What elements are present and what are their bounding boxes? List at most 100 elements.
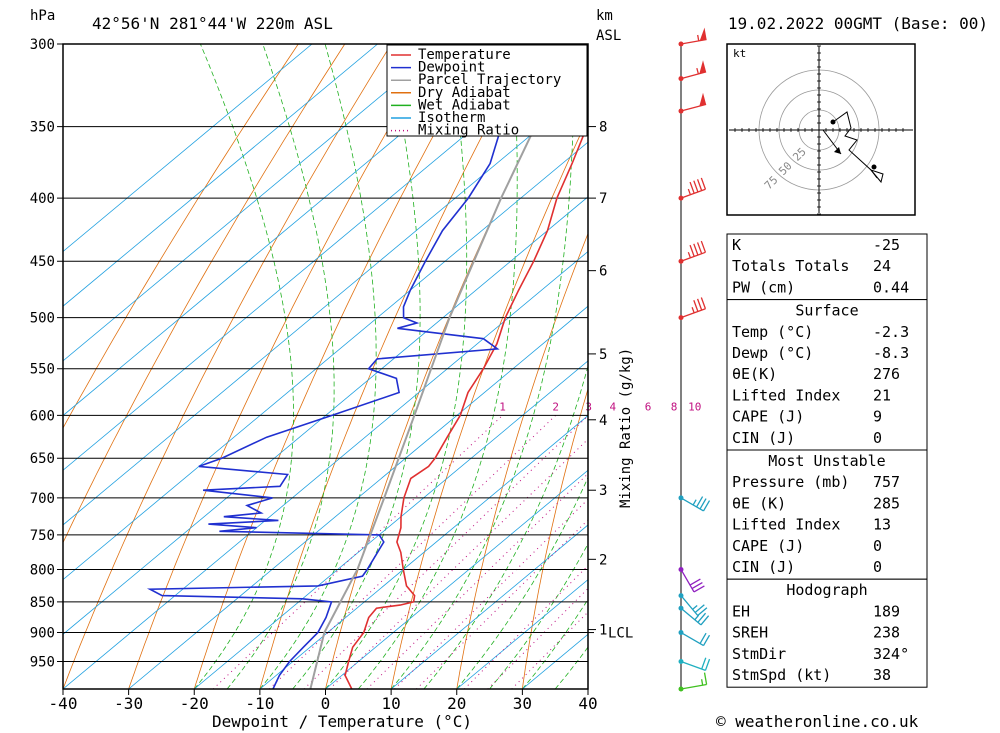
surface-row-label: θE(K) bbox=[732, 365, 777, 383]
mixing-ratio-axis-label: Mixing Ratio (g/kg) bbox=[618, 348, 634, 508]
dry-adiabat bbox=[973, 44, 1000, 689]
wind-barb-full bbox=[694, 604, 705, 613]
most_unstable-row-label: Lifted Index bbox=[732, 516, 840, 534]
pressure-tick-label: 950 bbox=[30, 655, 55, 671]
wind-barb-full bbox=[696, 242, 703, 254]
isotherm-line bbox=[456, 579, 588, 689]
pressure-tick-label: 550 bbox=[30, 362, 55, 378]
hodograph-unit-label: kt bbox=[733, 47, 746, 60]
pressure-tick-label: 300 bbox=[30, 37, 55, 53]
wind-barb-dot bbox=[678, 41, 684, 47]
wind-barb bbox=[678, 27, 707, 47]
isotherm-line bbox=[63, 196, 588, 635]
km-tick-label: 4 bbox=[599, 413, 607, 429]
wind-barb bbox=[678, 92, 707, 114]
wind-barb-dot bbox=[678, 630, 684, 636]
stats-tables: K -25 Totals Totals 24 PW (cm) 0.44 Surface Tem… bbox=[726, 233, 928, 688]
wind-barb-dot bbox=[678, 108, 684, 114]
wind-barb-dot bbox=[678, 593, 684, 599]
wind-barb bbox=[678, 605, 710, 626]
dry-adiabat bbox=[63, 44, 392, 689]
most_unstable-row-value: 757 bbox=[873, 473, 900, 491]
most_unstable-row-value: 13 bbox=[873, 516, 891, 534]
most_unstable-row-label: CIN (J) bbox=[732, 558, 795, 576]
isobars bbox=[57, 43, 588, 663]
wind-barb-staff bbox=[680, 595, 699, 616]
most_unstable-row-value: 0 bbox=[873, 537, 882, 555]
hodograph-storm-arrow bbox=[834, 147, 841, 154]
surface-row-value: -2.3 bbox=[873, 323, 909, 341]
km-unit-label: km bbox=[596, 8, 613, 24]
legend-label: Dry Adiabat bbox=[418, 85, 511, 101]
most_unstable-row-label: Pressure (mb) bbox=[732, 473, 849, 491]
wet-adiabat bbox=[489, 543, 588, 689]
wind-barb-full bbox=[689, 578, 701, 586]
surface-row-label: Dewp (°C) bbox=[732, 344, 813, 362]
wind-barb-half bbox=[692, 605, 698, 610]
isotherm-line bbox=[63, 44, 510, 417]
most_unstable-row-value: 0 bbox=[873, 558, 882, 576]
surface-row-label: Temp (°C) bbox=[732, 323, 813, 341]
wind-barb-full bbox=[696, 496, 704, 508]
wind-barb-full bbox=[704, 658, 711, 671]
wind-barb bbox=[678, 593, 708, 617]
wind-barb-half bbox=[700, 679, 704, 686]
legend-label: Isotherm bbox=[418, 110, 485, 126]
wind-barb-half bbox=[694, 614, 700, 621]
pressure-tick-label: 600 bbox=[30, 408, 55, 424]
wet-adiabat bbox=[193, 44, 294, 689]
wind-barb-pennant bbox=[699, 92, 707, 107]
wind-barb-half bbox=[691, 307, 695, 314]
hodo_stats-row-label: SREH bbox=[732, 624, 768, 642]
location-label: 42°56'N 281°44'W 220m ASL bbox=[92, 14, 333, 33]
isotherm-line bbox=[63, 86, 588, 526]
pressure-tick-label: 750 bbox=[30, 528, 55, 544]
hodo_stats-row-value: 38 bbox=[873, 666, 891, 684]
pressure-tick-label: 900 bbox=[30, 626, 55, 642]
surface-title: Surface bbox=[795, 302, 858, 320]
pressure-tick-label: 850 bbox=[30, 595, 55, 611]
wind-barb-pennant bbox=[699, 27, 707, 41]
indices-row-value: 24 bbox=[873, 257, 891, 275]
x-tick-label: 0 bbox=[321, 694, 331, 713]
wind-barb bbox=[678, 495, 711, 512]
surface-row-value: 0 bbox=[873, 429, 882, 447]
dry-adiabat bbox=[63, 44, 299, 429]
pressure-tick-label: 800 bbox=[30, 562, 55, 578]
dry-adiabat bbox=[259, 44, 532, 689]
legend-label: Dewpoint bbox=[418, 60, 485, 76]
wind-barb-dot bbox=[678, 315, 684, 321]
wind-barb-full bbox=[700, 615, 710, 626]
dry-adiabat bbox=[128, 44, 439, 689]
hodo_stats-row-value: 189 bbox=[873, 602, 900, 620]
mixing-ratio-label: 10 bbox=[688, 400, 701, 413]
surface-row-label: Lifted Index bbox=[732, 386, 840, 404]
wind-barb-full bbox=[697, 612, 707, 623]
pressure-tick-label: 400 bbox=[30, 191, 55, 207]
legend-label: Mixing Ratio bbox=[418, 123, 519, 139]
isotherm-line bbox=[193, 360, 588, 689]
km-tick-label: 5 bbox=[599, 347, 607, 363]
isotherm-line bbox=[63, 44, 575, 471]
surface-row-label: CAPE (J) bbox=[732, 408, 804, 426]
wind-barb bbox=[678, 630, 711, 647]
wind-barb-half bbox=[687, 251, 692, 259]
x-tick-label: -40 bbox=[49, 694, 78, 713]
hodo_stats-row-value: 238 bbox=[873, 624, 900, 642]
pressure-unit-label: hPa bbox=[30, 8, 55, 24]
wind-barb-dot bbox=[678, 686, 684, 692]
dewpoint-line bbox=[146, 44, 588, 689]
isotherm-line bbox=[259, 415, 588, 689]
wind-barb-staff bbox=[680, 71, 707, 80]
hodo_stats-row-value: 324° bbox=[873, 645, 909, 663]
wind-barb-full bbox=[693, 300, 699, 312]
pressure-tick-label: 650 bbox=[30, 451, 55, 467]
wind-barb-dot bbox=[678, 659, 684, 665]
pressure-tick-label: 500 bbox=[30, 311, 55, 327]
wind-barb bbox=[678, 240, 707, 264]
km-tick-label: 3 bbox=[599, 483, 607, 499]
isotherm-line bbox=[325, 469, 588, 689]
wet-adiabat bbox=[292, 44, 421, 689]
hodograph-arrowhead bbox=[869, 168, 884, 184]
